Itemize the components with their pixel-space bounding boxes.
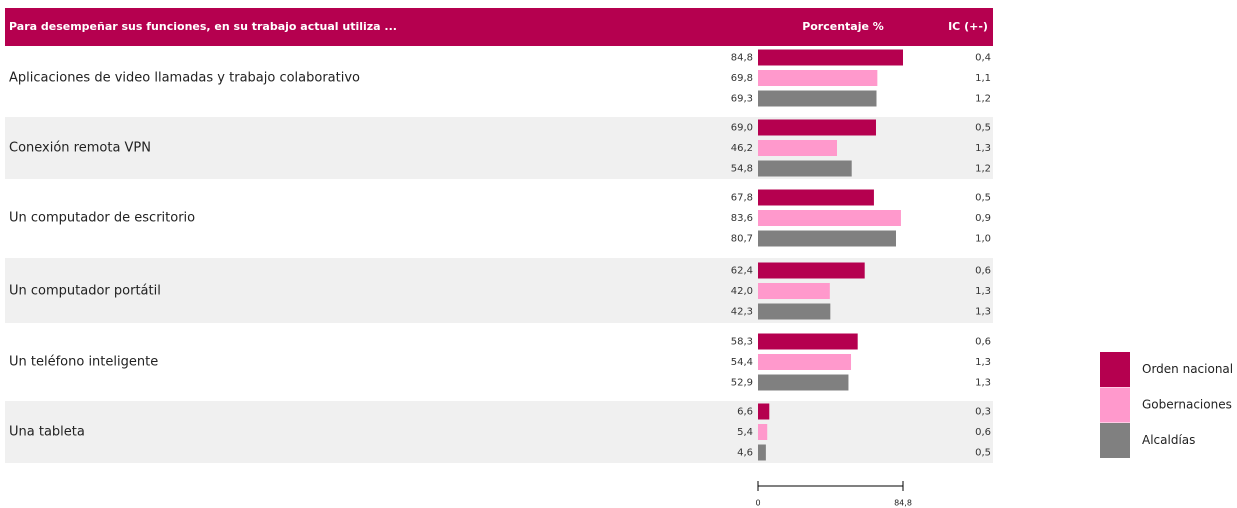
bar (758, 283, 830, 299)
value-label: 54,8 (731, 164, 753, 175)
category-label: Un computador portátil (9, 284, 161, 299)
legend-swatch (1100, 423, 1130, 458)
category-label: Un teléfono inteligente (9, 355, 158, 370)
x-tick-label: 84,8 (894, 499, 912, 508)
ic-label: 1,1 (975, 73, 991, 84)
ic-label: 0,5 (975, 448, 991, 459)
ic-label: 1,0 (975, 234, 991, 245)
legend-swatch (1100, 352, 1130, 387)
value-label: 67,8 (731, 193, 753, 204)
bar (758, 160, 852, 177)
value-label: 62,4 (731, 266, 753, 277)
bar (758, 424, 768, 440)
bar (758, 70, 878, 86)
value-label: 52,9 (731, 378, 753, 389)
value-label: 42,3 (731, 307, 753, 318)
value-label: 83,6 (731, 213, 753, 224)
bar (758, 333, 858, 350)
value-label: 46,2 (731, 143, 753, 154)
bar (758, 303, 831, 320)
ic-label: 1,3 (975, 143, 991, 154)
value-label: 54,4 (731, 357, 753, 368)
bar (758, 374, 849, 391)
row-band (5, 401, 993, 463)
ic-label: 1,3 (975, 378, 991, 389)
ic-label: 0,4 (975, 53, 991, 64)
value-label: 69,3 (731, 94, 753, 105)
value-label: 69,8 (731, 73, 753, 84)
header-bar (5, 8, 993, 46)
header-question: Para desempeñar sus funciones, en su tra… (9, 20, 397, 33)
value-label: 80,7 (731, 234, 753, 245)
category-label: Un computador de escritorio (9, 211, 195, 226)
ic-label: 0,5 (975, 193, 991, 204)
header-percent: Porcentaje % (802, 20, 884, 33)
ic-label: 1,2 (975, 164, 991, 175)
value-label: 5,4 (737, 427, 753, 438)
bar (758, 262, 865, 279)
ic-label: 0,6 (975, 266, 991, 277)
ic-label: 0,6 (975, 337, 991, 348)
ic-label: 0,9 (975, 213, 991, 224)
bar (758, 140, 837, 156)
value-label: 84,8 (731, 53, 753, 64)
legend-label: Alcaldías (1142, 433, 1195, 447)
value-label: 58,3 (731, 337, 753, 348)
bar (758, 90, 877, 107)
ic-label: 1,3 (975, 357, 991, 368)
value-label: 4,6 (737, 448, 753, 459)
bar (758, 119, 876, 136)
x-tick-label: 0 (755, 499, 760, 508)
bar (758, 403, 770, 420)
ic-label: 1,3 (975, 286, 991, 297)
ic-label: 1,2 (975, 94, 991, 105)
legend-swatch (1100, 387, 1130, 423)
ic-label: 1,3 (975, 307, 991, 318)
bar (758, 189, 874, 206)
bar (758, 230, 896, 247)
bar (758, 444, 766, 461)
value-label: 6,6 (737, 407, 753, 418)
category-label: Aplicaciones de video llamadas y trabajo… (9, 71, 360, 86)
ic-label: 0,3 (975, 407, 991, 418)
bar (758, 49, 903, 66)
category-label: Una tableta (9, 425, 85, 440)
value-label: 69,0 (731, 123, 753, 134)
bar (758, 210, 901, 226)
legend-label: Gobernaciones (1142, 398, 1232, 412)
value-label: 42,0 (731, 286, 753, 297)
legend-label: Orden nacional (1142, 362, 1233, 376)
bar (758, 354, 852, 370)
category-label: Conexión remota VPN (9, 141, 151, 156)
ic-label: 0,5 (975, 123, 991, 134)
ic-label: 0,6 (975, 427, 991, 438)
header-ic: IC (+-) (948, 20, 988, 33)
